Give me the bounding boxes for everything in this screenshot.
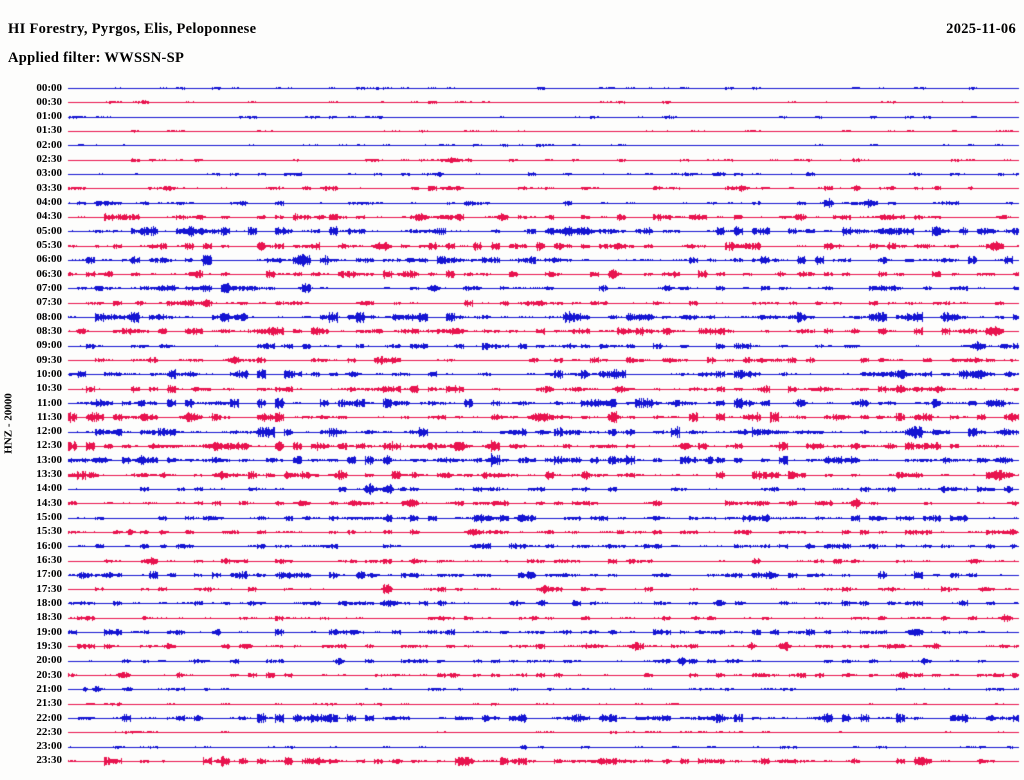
time-label: 02:00 <box>36 138 62 151</box>
time-label: 10:30 <box>36 382 62 395</box>
date-label: 2025-11-06 <box>946 21 1016 37</box>
time-label: 12:30 <box>36 439 62 452</box>
time-label: 18:30 <box>36 611 62 624</box>
time-label: 20:00 <box>36 654 62 667</box>
time-label: 10:00 <box>36 367 62 380</box>
time-label: 15:30 <box>36 525 62 538</box>
time-label: 20:30 <box>36 668 62 681</box>
time-label: 21:00 <box>36 682 62 695</box>
time-label: 12:00 <box>36 425 62 438</box>
time-label: 19:00 <box>36 625 62 638</box>
time-label: 13:00 <box>36 453 62 466</box>
time-label: 08:30 <box>36 324 62 337</box>
time-label: 05:30 <box>36 239 62 251</box>
time-label: 23:30 <box>36 754 62 767</box>
time-label: 07:00 <box>36 281 62 294</box>
time-label: 13:30 <box>36 468 62 481</box>
time-label: 06:00 <box>36 253 62 266</box>
time-label: 09:00 <box>36 339 62 352</box>
station-title: HI Forestry, Pyrgos, Elis, Peloponnese <box>8 21 257 37</box>
time-label: 19:30 <box>36 639 62 652</box>
time-label: 11:30 <box>36 410 62 423</box>
time-label: 16:30 <box>36 554 62 567</box>
time-label: 00:30 <box>36 95 62 108</box>
time-label: 05:00 <box>36 224 62 237</box>
time-label: 08:00 <box>36 310 62 323</box>
time-label: 14:30 <box>36 496 62 509</box>
time-label: 00:00 <box>36 81 62 94</box>
time-label: 16:00 <box>36 539 62 552</box>
time-label: 15:00 <box>36 511 62 524</box>
time-label: 04:00 <box>36 196 62 209</box>
time-label: 02:30 <box>36 153 62 166</box>
time-label: 18:00 <box>36 596 62 609</box>
time-label: 23:00 <box>36 740 62 753</box>
time-label: 22:00 <box>36 711 62 724</box>
time-label: 22:30 <box>36 725 62 738</box>
filter-label: Applied filter: WWSSN-SP <box>8 50 185 66</box>
time-label: 07:30 <box>36 296 62 309</box>
time-label: 04:30 <box>36 210 62 223</box>
time-label: 21:30 <box>36 697 62 710</box>
time-label: 03:30 <box>36 181 62 194</box>
time-label: 09:30 <box>36 353 62 366</box>
time-label: 11:00 <box>36 396 62 409</box>
time-label: 17:00 <box>36 568 62 581</box>
time-label: 01:30 <box>36 124 62 137</box>
time-label: 06:30 <box>36 267 62 280</box>
time-label: 14:00 <box>36 482 62 495</box>
time-label: 17:30 <box>36 582 62 595</box>
time-label: 03:00 <box>36 167 62 180</box>
time-label: 01:00 <box>36 110 62 123</box>
